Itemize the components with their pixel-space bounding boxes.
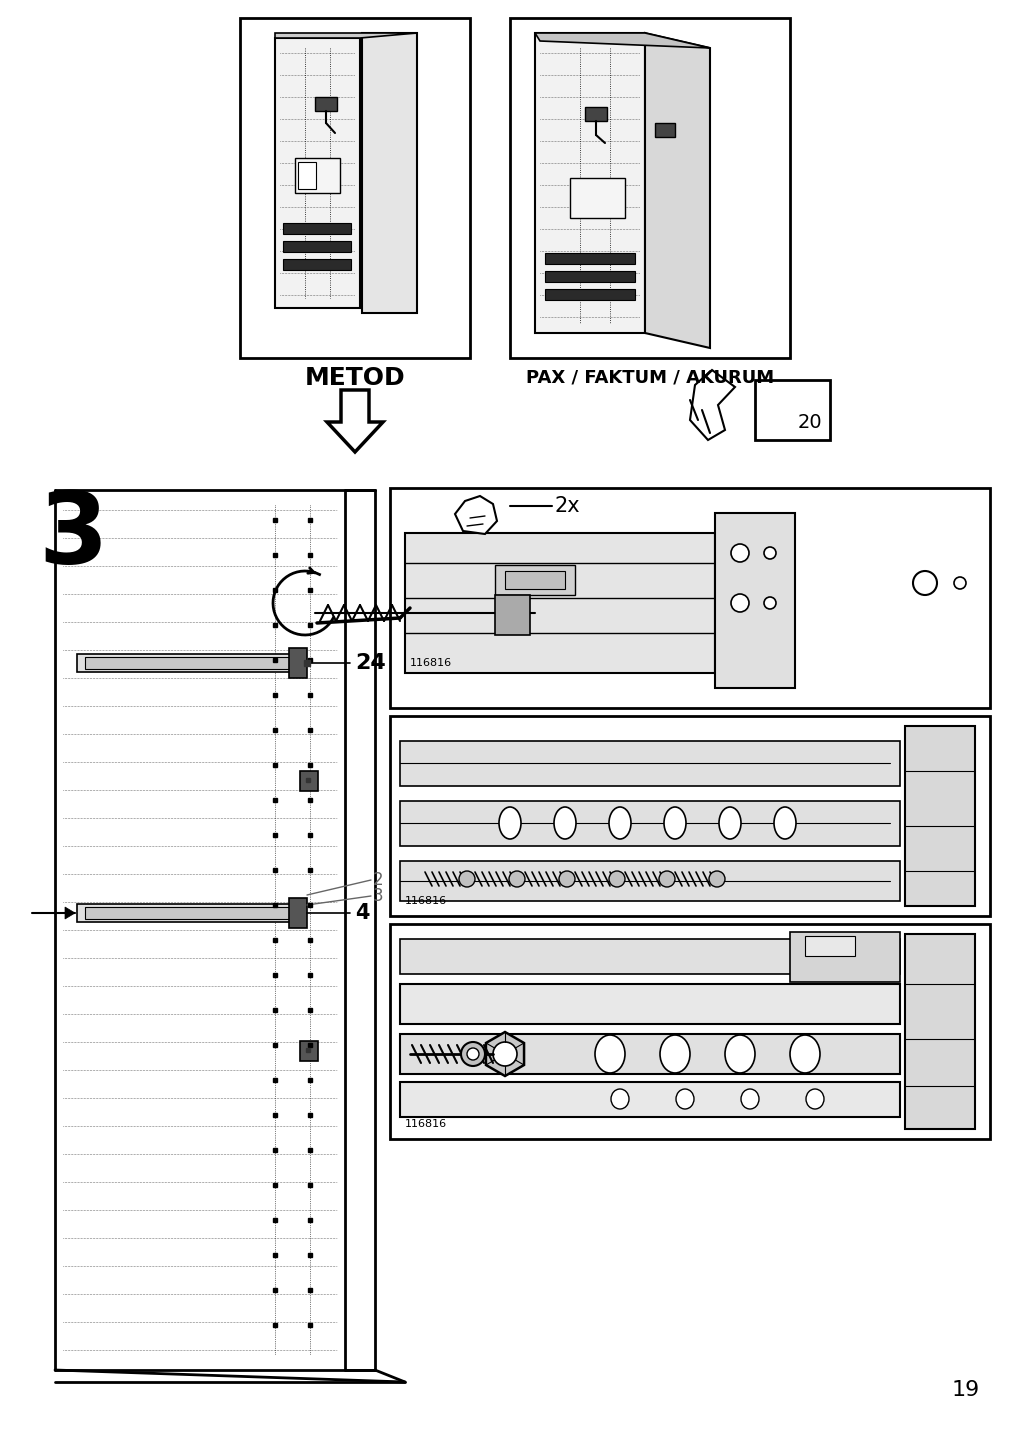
Polygon shape [535,33,710,49]
Circle shape [558,871,574,886]
Bar [904,934,974,1128]
Circle shape [763,597,775,609]
Bar [289,898,306,928]
Circle shape [459,871,474,886]
Bar [399,1083,899,1117]
Bar [399,800,899,846]
Bar [494,566,574,596]
Ellipse shape [718,808,740,839]
Bar [389,716,989,916]
Text: 2x: 2x [554,495,580,516]
Ellipse shape [724,1035,754,1073]
Bar [389,924,989,1138]
Text: 3: 3 [38,488,107,586]
Bar [299,1041,317,1061]
Bar [404,533,715,673]
Bar [314,97,337,112]
Bar [399,1034,899,1074]
Circle shape [466,1048,478,1060]
Text: 19: 19 [950,1380,979,1400]
Polygon shape [275,33,417,39]
Polygon shape [327,390,382,453]
Polygon shape [65,906,75,919]
Text: 116816: 116816 [409,657,452,667]
Bar [399,939,899,974]
Bar [283,259,351,271]
Bar [240,19,469,358]
Bar [715,513,795,687]
Bar [77,654,296,672]
Bar [510,19,790,358]
Bar [904,726,974,906]
Text: METOD: METOD [304,367,405,390]
Bar [790,932,899,982]
Circle shape [492,1042,517,1065]
Circle shape [912,571,936,596]
Circle shape [461,1042,484,1065]
Bar [289,649,306,677]
Text: 116816: 116816 [404,1118,447,1128]
Bar [362,33,417,314]
Bar [275,39,360,308]
Circle shape [609,871,625,886]
Ellipse shape [805,1088,823,1108]
Ellipse shape [663,808,685,839]
Ellipse shape [609,808,631,839]
Text: 24: 24 [355,653,385,673]
Ellipse shape [553,808,575,839]
Bar [295,158,340,193]
Circle shape [763,547,775,558]
Bar [85,657,289,669]
Bar [283,223,351,233]
Bar [399,740,899,786]
Text: 3: 3 [373,886,383,905]
Bar [283,241,351,252]
Bar [535,33,644,334]
Bar [399,861,899,901]
Bar [389,488,989,707]
Bar [545,271,634,282]
Ellipse shape [594,1035,625,1073]
Bar [654,123,674,137]
Bar [504,571,564,589]
Bar [77,904,296,922]
Ellipse shape [498,808,521,839]
Bar [545,289,634,299]
Circle shape [730,594,748,611]
Circle shape [730,544,748,561]
Bar [804,937,854,957]
Ellipse shape [773,808,796,839]
Text: 4: 4 [355,904,369,924]
Ellipse shape [740,1088,758,1108]
Ellipse shape [659,1035,690,1073]
Circle shape [509,871,525,886]
Polygon shape [644,33,710,348]
Ellipse shape [790,1035,819,1073]
Bar [297,162,315,189]
Polygon shape [485,1032,524,1075]
Circle shape [953,577,966,589]
Circle shape [709,871,724,886]
Bar [545,253,634,263]
Circle shape [658,871,674,886]
Polygon shape [690,369,734,440]
Ellipse shape [611,1088,629,1108]
Bar [584,107,607,120]
Bar [399,984,899,1024]
Bar [494,596,530,634]
Bar [85,906,289,919]
Polygon shape [455,495,496,534]
Bar [299,770,317,790]
Bar [569,178,625,218]
Ellipse shape [675,1088,694,1108]
Text: 20: 20 [797,412,821,432]
Text: 116816: 116816 [404,896,447,906]
Bar [754,379,829,440]
Text: PAX / FAKTUM / AKURUM: PAX / FAKTUM / AKURUM [526,369,773,387]
Text: 2: 2 [373,871,383,889]
